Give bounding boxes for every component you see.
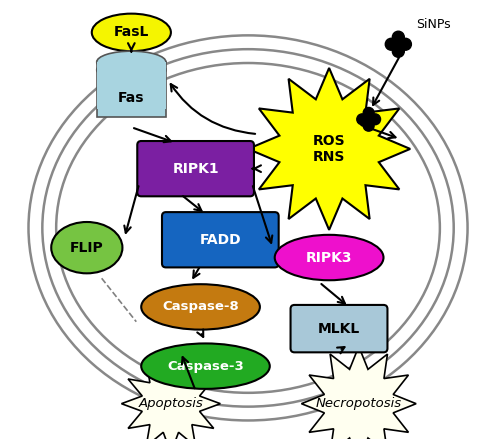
Text: RIPK1: RIPK1: [172, 162, 219, 175]
FancyBboxPatch shape: [162, 212, 278, 267]
Ellipse shape: [96, 59, 166, 81]
Circle shape: [363, 107, 374, 118]
Text: Necropotosis: Necropotosis: [316, 397, 402, 410]
Ellipse shape: [141, 343, 270, 389]
Circle shape: [392, 31, 404, 43]
FancyBboxPatch shape: [96, 62, 166, 117]
Ellipse shape: [92, 14, 171, 51]
Circle shape: [363, 120, 374, 131]
Text: SiNPs: SiNPs: [416, 18, 450, 31]
Circle shape: [386, 38, 397, 50]
FancyBboxPatch shape: [138, 141, 254, 196]
Bar: [96, 62, 166, 110]
Circle shape: [392, 46, 404, 57]
Ellipse shape: [141, 284, 260, 330]
Text: FasL: FasL: [114, 25, 149, 39]
Circle shape: [400, 38, 411, 50]
Text: Apoptosis: Apoptosis: [138, 397, 203, 410]
Circle shape: [370, 114, 380, 125]
Ellipse shape: [96, 51, 166, 73]
Circle shape: [357, 114, 368, 125]
Text: FADD: FADD: [200, 233, 241, 247]
Ellipse shape: [51, 222, 123, 273]
Ellipse shape: [274, 235, 384, 280]
Text: Caspase-8: Caspase-8: [162, 301, 239, 313]
Text: FLIP: FLIP: [70, 240, 103, 255]
Text: RIPK3: RIPK3: [306, 251, 352, 264]
Polygon shape: [122, 354, 220, 442]
Text: MLKL: MLKL: [318, 322, 360, 335]
Circle shape: [395, 41, 402, 47]
Text: Caspase-3: Caspase-3: [167, 360, 244, 373]
FancyBboxPatch shape: [290, 305, 388, 352]
Text: Fas: Fas: [118, 91, 144, 105]
Text: ROS
RNS: ROS RNS: [313, 134, 346, 164]
Circle shape: [366, 116, 372, 122]
Polygon shape: [248, 68, 410, 230]
Polygon shape: [302, 347, 416, 442]
